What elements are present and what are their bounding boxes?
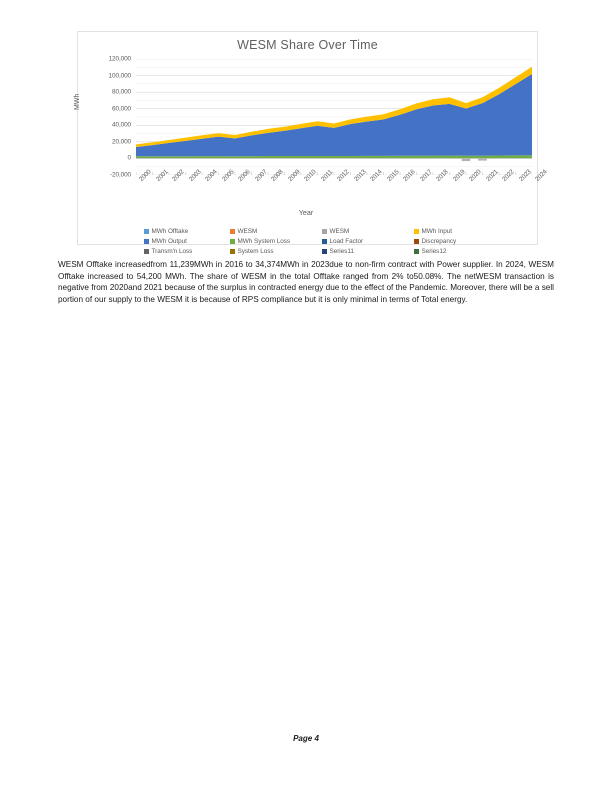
legend-swatch-icon [322, 239, 327, 245]
legend-item-label: Load Factor [329, 238, 364, 246]
legend-item-label: MWh System Loss [237, 238, 291, 246]
y-axis-tick: 40,000 [112, 121, 131, 129]
legend-item-label: WESM [329, 228, 350, 235]
legend-item-label: Series11 [329, 248, 354, 256]
y-axis-tick: 0 [127, 154, 132, 162]
plot-area [136, 59, 532, 175]
y-axis-tick-labels: 120,000 100,000 80,000 60,000 40,000 20,000 0 -… [78, 55, 134, 179]
legend-item[interactable]: WESM [230, 228, 322, 235]
legend-item-label: Discrepancy [421, 238, 457, 246]
legend-item-label: Series12 [421, 248, 447, 256]
page-footer: Page 4 [293, 734, 319, 743]
legend-item-label: Transm'n Loss [151, 248, 193, 256]
legend-item-label: MWh Offtake [151, 228, 189, 235]
y-axis-tick: 120,000 [108, 55, 132, 63]
y-axis-tick: 20,000 [112, 138, 131, 146]
legend-swatch-icon [230, 229, 235, 234]
legend-row: Transm'n Loss System Loss Series11 Series12 [144, 248, 534, 255]
legend-swatch-icon [144, 229, 149, 234]
legend-item[interactable]: MWh Input [414, 228, 452, 235]
legend-item[interactable]: Discrepancy [414, 238, 456, 245]
legend-swatch-icon [322, 229, 327, 234]
legend-swatch-icon [414, 229, 419, 234]
legend-item-label: WESM [237, 228, 258, 235]
legend-item-label: MWh Output [151, 238, 187, 246]
legend-item[interactable]: Series12 [414, 248, 446, 255]
x-axis-title: Year [298, 208, 314, 217]
chart-title: WESM Share Over Time [237, 38, 378, 52]
legend-item[interactable]: WESM [322, 228, 414, 235]
legend-item[interactable]: Transm'n Loss [144, 248, 230, 255]
legend-row: MWh Output MWh System Loss Load Factor Disc… [144, 238, 534, 245]
y-axis-tick: 100,000 [108, 72, 132, 80]
legend-item[interactable]: MWh Offtake [144, 228, 230, 235]
chart-object[interactable]: WESM Share Over Time MWh 120,000 100,000 8… [74, 31, 549, 256]
legend-swatch-icon [144, 239, 149, 245]
stacked-area-chart [136, 59, 532, 175]
legend-item[interactable]: MWh System Loss [230, 238, 322, 245]
y-axis-tick: -20,000 [110, 171, 131, 179]
legend-item[interactable]: Series11 [322, 248, 414, 255]
x-axis-tick-labels: 2000 2001 2002 2003 2004 2005 2006 2007 2008 2009… [136, 168, 549, 208]
legend-item[interactable]: MWh Output [144, 238, 230, 245]
y-axis-tick: 80,000 [112, 88, 131, 96]
legend-item[interactable]: Load Factor [322, 238, 414, 245]
y-axis-tick: 60,000 [112, 105, 131, 113]
legend-row: MWh Offtake WESM WESM MWh Input [144, 228, 534, 235]
legend-swatch-icon [414, 249, 419, 255]
legend-swatch-icon [144, 249, 149, 255]
legend-item-label: System Loss [237, 248, 274, 256]
chart-plot-wrap: MWh 120,000 100,000 80,000 60,000 40,000 20,0… [74, 32, 549, 256]
x-axis-tick: 2024 [534, 168, 549, 183]
legend-swatch-icon [230, 249, 235, 255]
legend-swatch-icon [230, 239, 235, 245]
body-paragraph: WESM Offtake increasedfrom 11,239MWh in … [58, 260, 554, 304]
legend-item[interactable]: System Loss [230, 248, 322, 255]
legend-item-label: MWh Input [421, 228, 453, 235]
chart-legend: MWh Offtake WESM WESM MWh Input MWh Output MW… [144, 228, 534, 259]
legend-swatch-icon [322, 249, 327, 255]
legend-swatch-icon [414, 239, 419, 245]
